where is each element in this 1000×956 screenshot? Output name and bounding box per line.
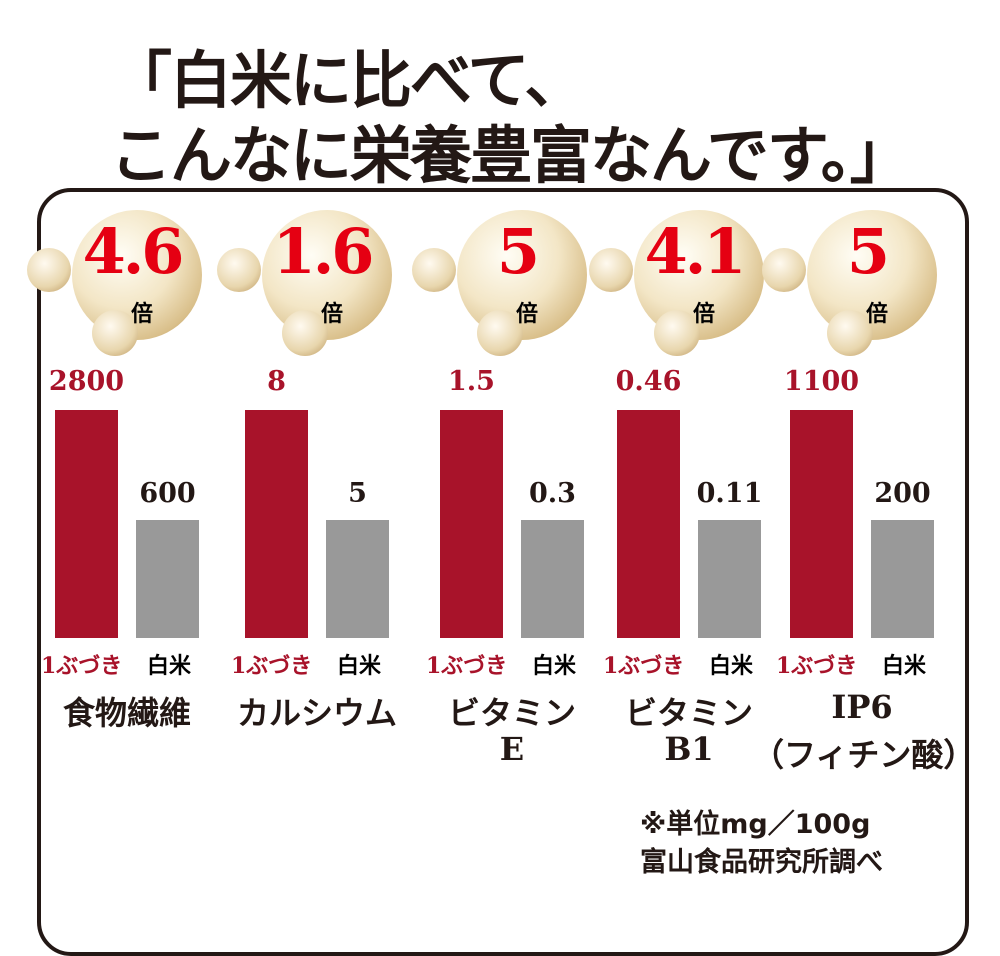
- title-line2: こんなに栄養豊富なんです。」: [110, 119, 912, 192]
- ratio-suffix: 倍: [131, 302, 154, 327]
- bar-ichibuzuki: [790, 410, 853, 638]
- bubble-decoration: [217, 248, 261, 292]
- ratio-bubble: [634, 210, 764, 340]
- category-label-line2: B1: [664, 730, 714, 768]
- category-label: カルシウム: [236, 694, 397, 732]
- bar-hakumai: [326, 520, 389, 638]
- ratio-suffix: 倍: [321, 302, 344, 327]
- bar-ichibuzuki: [245, 410, 308, 638]
- value-label-hakumai: 5: [348, 478, 367, 509]
- legend-ichibuzuki: 1ぶづき: [231, 653, 313, 679]
- bubble-decoration: [762, 248, 806, 292]
- bar-hakumai: [871, 520, 934, 638]
- bubble-decoration: [412, 248, 456, 292]
- ratio-bubble: [807, 210, 937, 340]
- category-label: ビタミン: [624, 694, 753, 732]
- ratio-bubble: [262, 210, 392, 340]
- bubble-decoration: [27, 248, 71, 292]
- category-label: ビタミン: [447, 694, 576, 732]
- value-label-hakumai: 200: [874, 478, 931, 509]
- source-note: 富山食品研究所調べ: [640, 847, 883, 878]
- bar-hakumai: [136, 520, 199, 638]
- ratio-suffix: 倍: [516, 302, 539, 327]
- value-label-ichibuzuki: 1.5: [448, 366, 495, 397]
- bar-ichibuzuki: [55, 410, 118, 638]
- category-label: IP6: [831, 688, 893, 726]
- unit-note: ※単位mg／100g: [640, 809, 871, 840]
- legend-hakumai: 白米: [709, 653, 754, 679]
- legend-ichibuzuki: 1ぶづき: [41, 653, 123, 679]
- bubble-decoration: [827, 310, 873, 356]
- value-label-hakumai: 600: [139, 478, 196, 509]
- ratio-bubble: [457, 210, 587, 340]
- bubble-decoration: [282, 310, 328, 356]
- ratio-value: 5: [846, 215, 890, 288]
- bar-ichibuzuki: [617, 410, 680, 638]
- legend-hakumai: 白米: [147, 653, 192, 679]
- ratio-value: 5: [496, 215, 540, 288]
- category-label-line2: （フィチン酸）: [752, 736, 976, 774]
- value-label-ichibuzuki: 8: [267, 366, 286, 397]
- value-label-hakumai: 0.3: [529, 478, 576, 509]
- legend-hakumai: 白米: [532, 653, 577, 679]
- value-label-ichibuzuki: 0.46: [615, 366, 682, 397]
- bar-ichibuzuki: [440, 410, 503, 638]
- legend-ichibuzuki: 1ぶづき: [776, 653, 858, 679]
- ratio-suffix: 倍: [693, 302, 716, 327]
- title-line1: 「白米に比べて、: [110, 44, 586, 117]
- value-label-hakumai: 0.11: [696, 478, 763, 509]
- bar-hakumai: [521, 520, 584, 638]
- ratio-suffix: 倍: [866, 302, 889, 327]
- bubble-decoration: [92, 310, 138, 356]
- legend-hakumai: 白米: [882, 653, 927, 679]
- ratio-value: 4.1: [644, 215, 747, 288]
- ratio-value: 1.6: [272, 215, 375, 288]
- legend-hakumai: 白米: [337, 653, 382, 679]
- value-label-ichibuzuki: 1100: [783, 366, 860, 397]
- ratio-bubble: [72, 210, 202, 340]
- bubble-decoration: [477, 310, 523, 356]
- legend-ichibuzuki: 1ぶづき: [426, 653, 508, 679]
- category-label: 食物繊維: [62, 694, 191, 732]
- bar-hakumai: [698, 520, 761, 638]
- ratio-value: 4.6: [82, 215, 185, 288]
- value-label-ichibuzuki: 2800: [48, 366, 125, 397]
- category-label-line2: E: [499, 730, 525, 768]
- legend-ichibuzuki: 1ぶづき: [603, 653, 685, 679]
- bubble-decoration: [589, 248, 633, 292]
- bubble-decoration: [654, 310, 700, 356]
